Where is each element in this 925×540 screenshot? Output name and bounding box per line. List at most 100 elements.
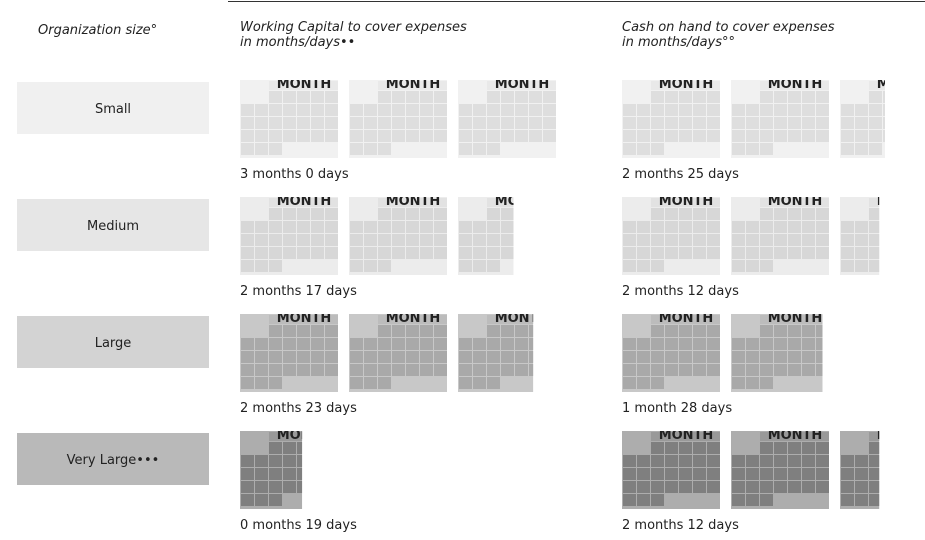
calendar-cell <box>420 247 433 259</box>
calendar: MONTH <box>840 197 924 275</box>
calendar-cell <box>350 247 363 259</box>
calendar-cell <box>883 481 896 493</box>
calendar-cell <box>529 325 534 337</box>
calendar-cell <box>869 234 880 246</box>
calendar-cell <box>623 247 636 259</box>
calendar-cell <box>897 455 910 467</box>
calendar-cell <box>364 364 377 376</box>
calendar-cell <box>774 468 787 480</box>
calendar-cell <box>841 494 854 506</box>
calendar-cell <box>746 221 759 233</box>
calendar-cell <box>760 247 773 259</box>
calendar-cell <box>420 234 433 246</box>
calendar-cell <box>897 130 910 142</box>
calendar-cell <box>378 143 391 155</box>
calendar-cell <box>651 442 664 454</box>
calendar-cell <box>746 377 759 389</box>
calendar-cell <box>283 481 296 493</box>
calendar-cell <box>841 143 854 155</box>
calendar-cell <box>241 455 254 467</box>
calendar-cell <box>746 364 759 376</box>
calendar-cell <box>869 494 880 506</box>
calendar-cell <box>487 234 500 246</box>
calendar-cell <box>406 208 419 220</box>
calendar-cell <box>529 208 542 220</box>
calendar-head <box>760 432 829 441</box>
calendar-cell <box>473 260 486 272</box>
calendar-cell <box>325 91 338 103</box>
calendar-cell <box>707 442 720 454</box>
calendar-cell <box>283 247 296 259</box>
calendar-cell <box>802 247 815 259</box>
calendar-cell <box>529 338 534 350</box>
calendar-cell <box>297 468 303 480</box>
calendar-cell <box>911 221 924 233</box>
calendar-cell <box>637 351 650 363</box>
calendar-cell <box>283 468 296 480</box>
calendar-cell <box>679 91 692 103</box>
calendar-cell <box>707 351 720 363</box>
calendar-cell <box>883 130 885 142</box>
calendar-cell <box>841 481 854 493</box>
calendar-cell <box>297 117 310 129</box>
calendar-label: MONTH <box>277 194 332 209</box>
calendar-cell <box>392 208 405 220</box>
calendar-head <box>760 81 829 90</box>
calendar-cell <box>311 455 324 467</box>
calendar-label: MONTH <box>277 428 332 443</box>
calendar-cell <box>707 130 720 142</box>
calendar-cell <box>378 377 391 389</box>
calendar-cell <box>760 468 773 480</box>
calendar-cell <box>459 221 472 233</box>
calendar-cell <box>392 234 405 246</box>
calendar-cell <box>679 325 692 337</box>
calendar-cell <box>693 351 706 363</box>
calendar-cell <box>311 117 324 129</box>
calendar-label: MONTH <box>877 428 925 443</box>
calendar-cell <box>543 91 556 103</box>
calendar-cell <box>487 247 500 259</box>
calendar-cell <box>392 338 405 350</box>
calendar-cell <box>364 117 377 129</box>
calendar-cell <box>364 260 377 272</box>
calendar-cell <box>883 91 885 103</box>
size-label: Large <box>95 336 132 351</box>
calendar-cell <box>543 117 556 129</box>
calendar: MONTH <box>622 197 720 275</box>
calendar-cell <box>665 247 678 259</box>
calendar-cell <box>788 442 801 454</box>
calendar-cell <box>473 117 486 129</box>
calendar-cell <box>637 260 650 272</box>
calendar-cell <box>816 338 823 350</box>
calendar-cell <box>841 117 854 129</box>
calendar-cell <box>788 364 801 376</box>
calendar-cell <box>623 117 636 129</box>
calendar-cell <box>378 234 391 246</box>
calendar-head <box>378 198 447 207</box>
calendar-cell <box>732 130 745 142</box>
calendar-cell <box>760 494 773 506</box>
calendar-cell <box>350 104 363 116</box>
calendar-cell <box>651 247 664 259</box>
calendar-cell <box>665 468 678 480</box>
calendar-cell <box>515 364 528 376</box>
calendar-cell <box>623 455 636 467</box>
calendar-cell <box>841 221 854 233</box>
calendar-cell <box>883 208 896 220</box>
calendar-cell <box>679 117 692 129</box>
calendar-cell <box>269 494 282 506</box>
calendar-cell <box>241 143 254 155</box>
calendar-cell <box>283 234 296 246</box>
calendar-cell <box>378 351 391 363</box>
calendar-cell <box>529 91 542 103</box>
calendar-cell <box>665 130 678 142</box>
calendar-cell <box>406 91 419 103</box>
calendar-cell <box>746 455 759 467</box>
calendar-head <box>869 198 880 207</box>
calendar-cell <box>911 481 924 493</box>
calendar: MONTH <box>240 314 338 392</box>
calendar-cell <box>350 351 363 363</box>
calendar-label: MONTH <box>659 77 714 92</box>
calendar-cell <box>255 221 268 233</box>
calendar-cell <box>623 234 636 246</box>
